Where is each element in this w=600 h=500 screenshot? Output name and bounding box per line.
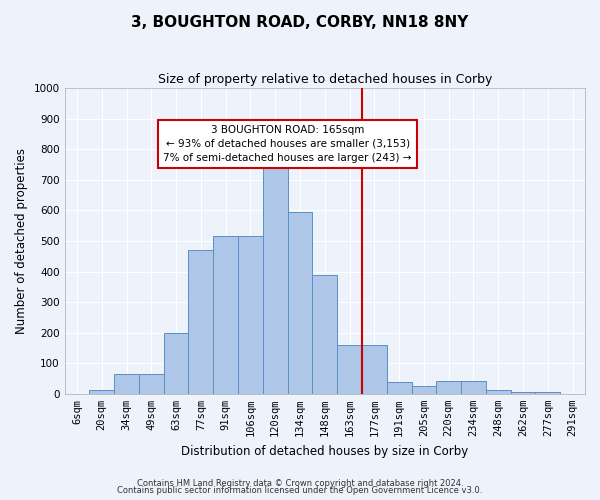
Bar [313, 274, 337, 394]
Bar [114, 374, 139, 394]
Bar [287, 212, 313, 394]
Bar [89, 390, 114, 394]
Bar [511, 392, 535, 394]
Title: Size of property relative to detached houses in Corby: Size of property relative to detached ho… [158, 72, 492, 86]
Bar [461, 381, 486, 394]
Y-axis label: Number of detached properties: Number of detached properties [15, 148, 28, 334]
Bar [387, 382, 412, 394]
Bar [213, 236, 238, 394]
Bar [535, 392, 560, 394]
Bar [362, 345, 387, 394]
X-axis label: Distribution of detached houses by size in Corby: Distribution of detached houses by size … [181, 444, 469, 458]
Text: Contains HM Land Registry data © Crown copyright and database right 2024.: Contains HM Land Registry data © Crown c… [137, 478, 463, 488]
Text: Contains public sector information licensed under the Open Government Licence v3: Contains public sector information licen… [118, 486, 482, 495]
Bar [188, 250, 213, 394]
Bar [486, 390, 511, 394]
Bar [412, 386, 436, 394]
Bar [238, 236, 263, 394]
Text: 3 BOUGHTON ROAD: 165sqm
← 93% of detached houses are smaller (3,153)
7% of semi-: 3 BOUGHTON ROAD: 165sqm ← 93% of detache… [163, 124, 412, 162]
Bar [164, 334, 188, 394]
Bar [263, 162, 287, 394]
Bar [436, 381, 461, 394]
Bar [139, 374, 164, 394]
Bar [337, 345, 362, 394]
Text: 3, BOUGHTON ROAD, CORBY, NN18 8NY: 3, BOUGHTON ROAD, CORBY, NN18 8NY [131, 15, 469, 30]
